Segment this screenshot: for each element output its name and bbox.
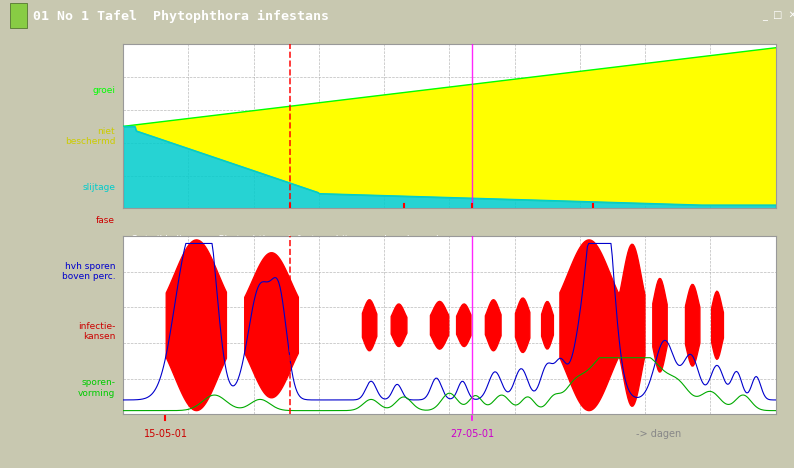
Text: 15-05-01: 15-05-01 xyxy=(144,430,187,439)
Text: Toename van het niet beschermde deel van het gewas: Toename van het niet beschermde deel van… xyxy=(131,54,399,64)
Text: slijtage: slijtage xyxy=(82,183,115,192)
Text: infectie-
kansen: infectie- kansen xyxy=(78,322,115,341)
Text: -> dagen: -> dagen xyxy=(636,430,681,439)
Text: 27-05-01: 27-05-01 xyxy=(450,430,495,439)
Text: _  □  ✕: _ □ ✕ xyxy=(762,11,794,21)
Text: fase: fase xyxy=(96,216,115,225)
Text: groei: groei xyxy=(92,86,115,95)
Text: sporen-
vorming: sporen- vorming xyxy=(78,378,115,397)
Text: 01 No 1 Tafel  Phytophthora infestans: 01 No 1 Tafel Phytophthora infestans xyxy=(33,9,330,22)
Text: niet
beschermd: niet beschermd xyxy=(64,127,115,146)
FancyBboxPatch shape xyxy=(10,3,27,28)
Text: Ontwikkeling van Phytophthora infestans bij een onbeschermd gewas: Ontwikkeling van Phytophthora infestans … xyxy=(131,235,473,245)
Text: hvh sporen
boven perc.: hvh sporen boven perc. xyxy=(61,262,115,281)
